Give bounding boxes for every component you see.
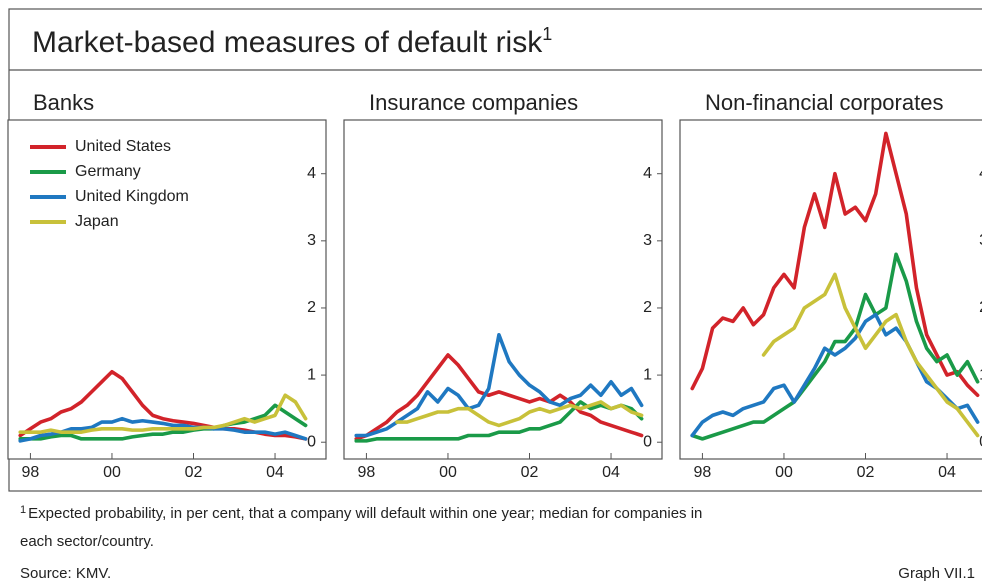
x-tick-label: 98 — [694, 464, 712, 481]
y-tick-label: 4 — [643, 165, 652, 182]
y-tick-label: 3 — [979, 232, 982, 249]
footnote-line: 1 Expected probability, in per cent, that… — [20, 504, 702, 522]
y-tick-label: 1 — [979, 366, 982, 383]
series-line — [690, 312, 980, 438]
x-tick-label: 00 — [103, 464, 121, 481]
panel-frame — [679, 119, 982, 460]
panel-title: Insurance companies — [369, 90, 578, 115]
x-tick-label: 04 — [602, 464, 620, 481]
x-tick-label: 02 — [857, 464, 875, 481]
panel-title: Banks — [33, 90, 94, 115]
footnote-marker: 1 — [20, 504, 26, 516]
x-tick-label: 98 — [22, 464, 40, 481]
series-line — [354, 353, 644, 441]
plot-area — [18, 369, 308, 443]
series-line — [395, 400, 644, 428]
graph-label: Graph VII.1 — [898, 565, 975, 582]
title-marker: 1 — [542, 24, 552, 44]
x-tick-label: 04 — [938, 464, 956, 481]
legend-label: United States — [75, 138, 171, 155]
y-tick-label: 2 — [643, 299, 652, 316]
x-tick-label: 02 — [521, 464, 539, 481]
series-line — [354, 333, 644, 438]
series-line — [18, 393, 308, 434]
series-line — [18, 403, 308, 441]
legend-label: Germany — [75, 163, 141, 180]
plot-area — [354, 333, 644, 443]
legend-label: United Kingdom — [75, 188, 189, 205]
footnote-text: Expected probability, in per cent, that … — [28, 505, 702, 522]
series-line — [354, 400, 644, 443]
source: Source: KMV. — [20, 565, 111, 582]
x-tick-label: 00 — [775, 464, 793, 481]
y-tick-label: 1 — [643, 366, 652, 383]
x-tick-label: 98 — [358, 464, 376, 481]
panel-frame — [7, 119, 327, 460]
series-line — [690, 131, 980, 398]
panel-title: Non-financial corporates — [705, 90, 943, 115]
series-line — [761, 272, 980, 438]
y-tick-label: 3 — [643, 232, 652, 249]
footnote-text: each sector/country. — [20, 533, 154, 550]
y-tick-label: 0 — [307, 433, 316, 450]
legend-label: Japan — [75, 213, 119, 230]
series-line — [18, 416, 308, 443]
panel-frame — [343, 119, 663, 460]
y-tick-label: 2 — [979, 299, 982, 316]
plot-area — [690, 131, 980, 441]
series-line — [690, 252, 980, 441]
y-tick-label: 3 — [307, 232, 316, 249]
x-tick-label: 02 — [185, 464, 203, 481]
y-tick-label: 1 — [307, 366, 316, 383]
main-title-text: Market-based measures of default risk — [32, 26, 543, 59]
y-tick-label: 4 — [307, 165, 316, 182]
x-tick-label: 04 — [266, 464, 284, 481]
y-tick-label: 4 — [979, 165, 982, 182]
main-title: Market-based measures of default risk1 — [32, 24, 552, 59]
y-tick-label: 2 — [307, 299, 316, 316]
y-tick-label: 0 — [979, 433, 982, 450]
x-tick-label: 00 — [439, 464, 457, 481]
y-tick-label: 0 — [643, 433, 652, 450]
